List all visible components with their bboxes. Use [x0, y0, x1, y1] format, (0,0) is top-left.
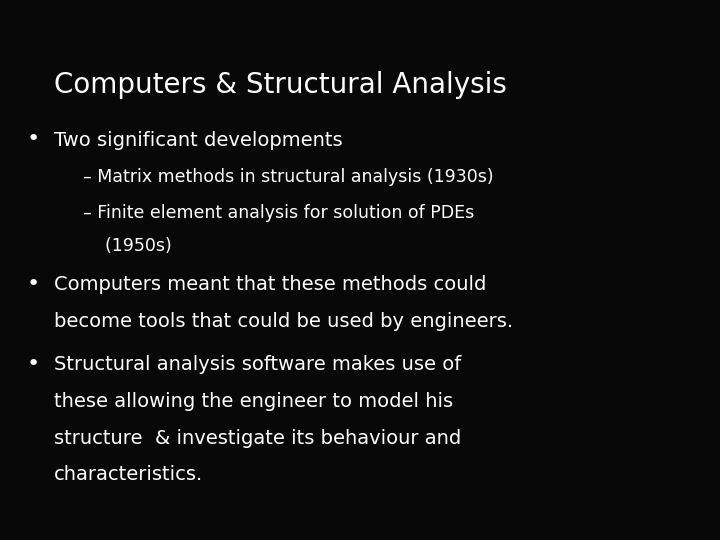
Text: these allowing the engineer to model his: these allowing the engineer to model his: [54, 392, 453, 411]
Text: – Matrix methods in structural analysis (1930s): – Matrix methods in structural analysis …: [83, 168, 493, 186]
Text: Computers & Structural Analysis: Computers & Structural Analysis: [54, 71, 507, 99]
Text: •: •: [27, 354, 40, 374]
Text: characteristics.: characteristics.: [54, 465, 203, 484]
Text: (1950s): (1950s): [83, 237, 171, 254]
Text: structure  & investigate its behaviour and: structure & investigate its behaviour an…: [54, 429, 462, 448]
Text: •: •: [27, 129, 40, 149]
Text: become tools that could be used by engineers.: become tools that could be used by engin…: [54, 312, 513, 331]
Text: Two significant developments: Two significant developments: [54, 131, 343, 150]
Text: Computers meant that these methods could: Computers meant that these methods could: [54, 275, 487, 294]
Text: Structural analysis software makes use of: Structural analysis software makes use o…: [54, 355, 462, 374]
Text: – Finite element analysis for solution of PDEs: – Finite element analysis for solution o…: [83, 204, 474, 222]
Text: •: •: [27, 274, 40, 294]
